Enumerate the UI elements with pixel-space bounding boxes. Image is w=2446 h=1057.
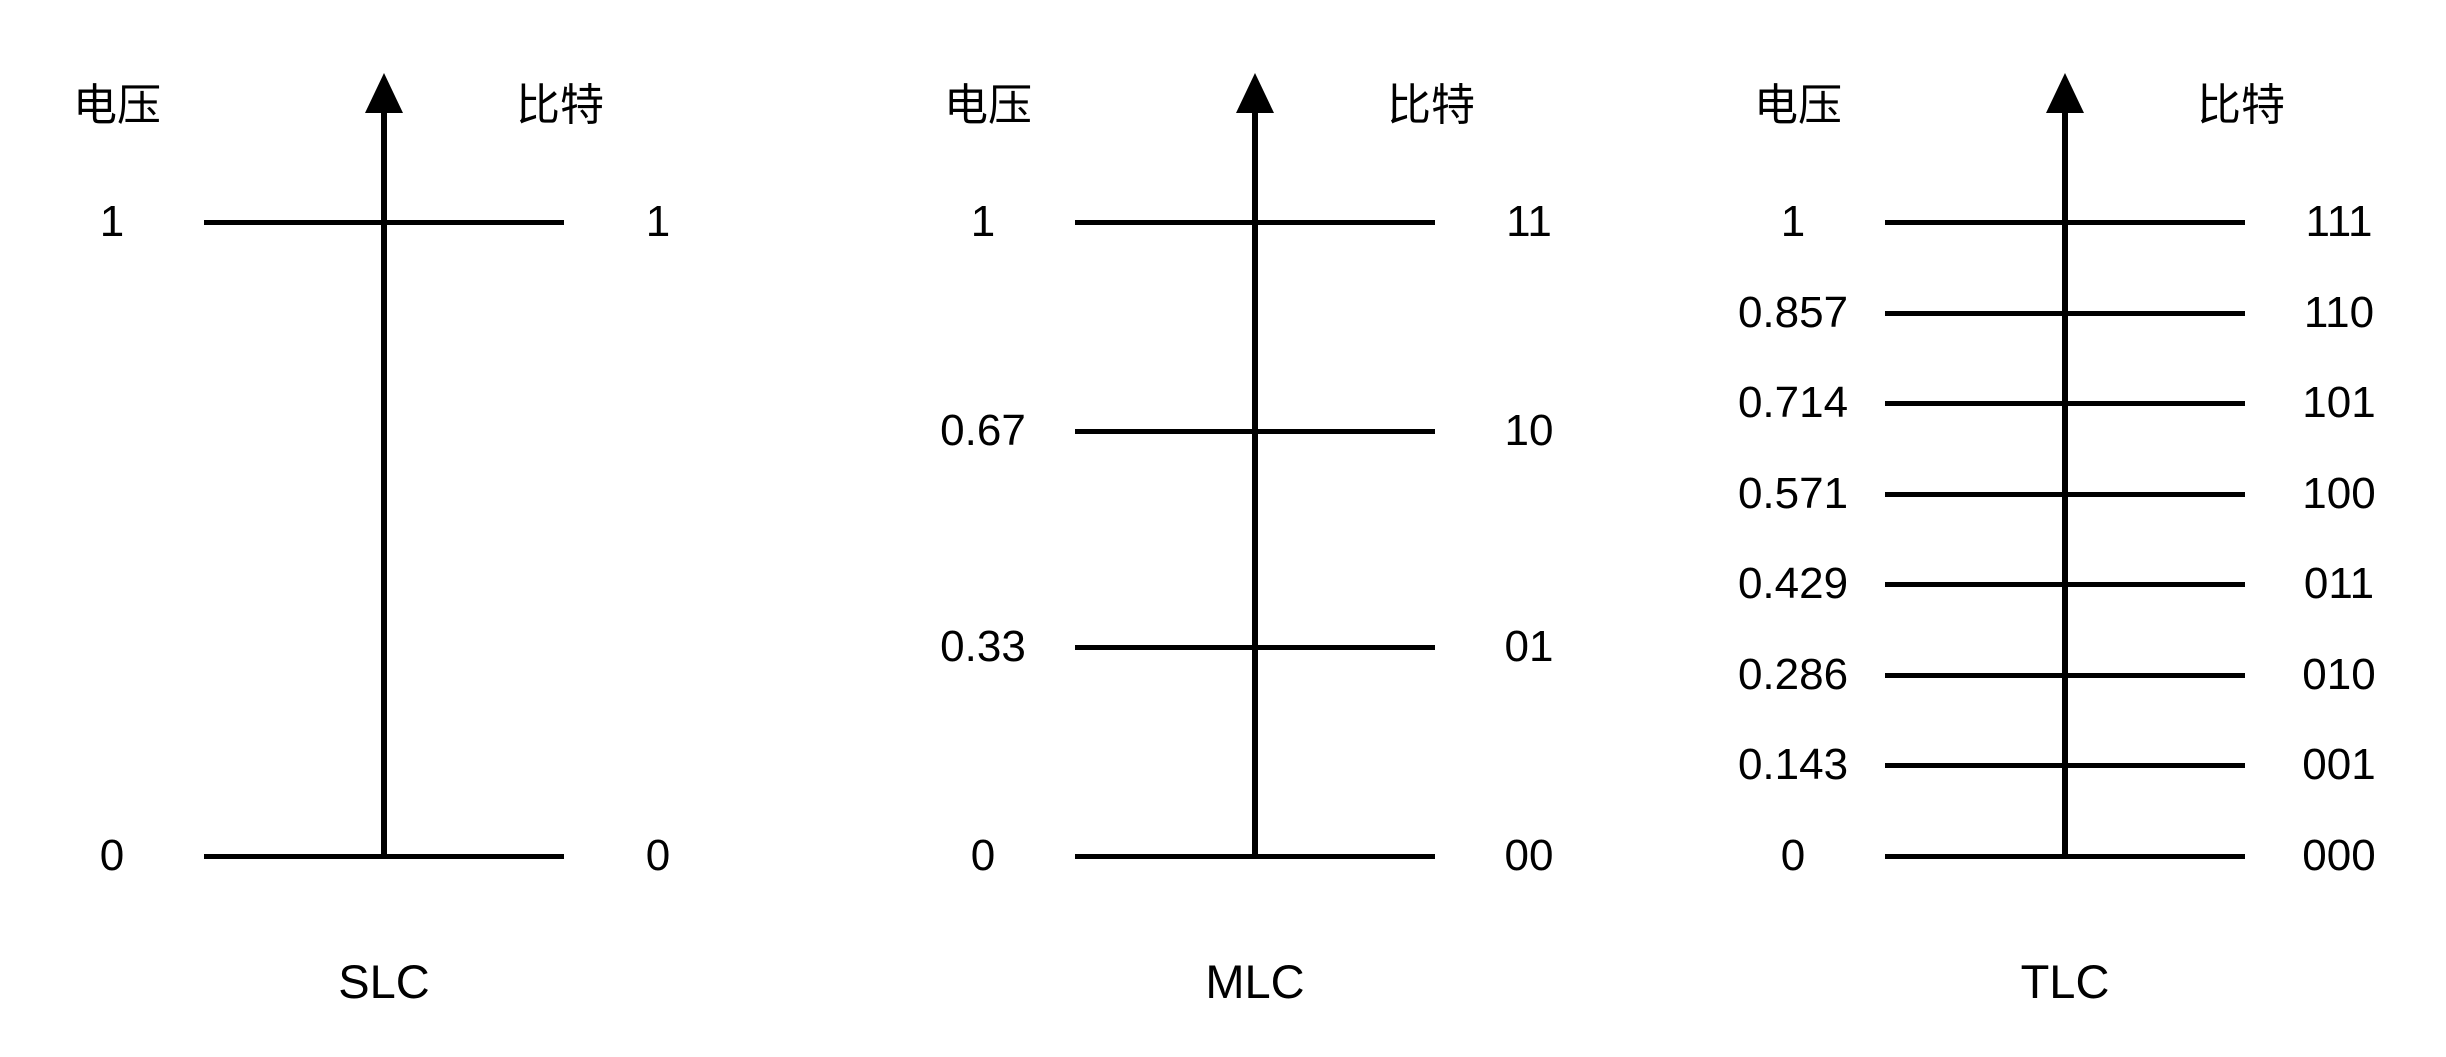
bits-value-label: 00 bbox=[1504, 831, 1554, 880]
bits-axis-label: 比特 bbox=[2197, 81, 2285, 130]
bits-value-label: 110 bbox=[2303, 288, 2375, 337]
voltage-value-label: 1 bbox=[1780, 197, 1806, 246]
voltage-value-label: 0.857 bbox=[1737, 288, 1849, 337]
panel-title: MLC bbox=[1205, 955, 1305, 1008]
voltage-value-label: 0.33 bbox=[940, 622, 1026, 671]
voltage-value-label: 0 bbox=[970, 831, 996, 880]
axis-arrowhead-icon bbox=[2046, 73, 2084, 113]
voltage-axis-line bbox=[1252, 108, 1258, 856]
bits-value-label: 1 bbox=[645, 197, 671, 246]
panel-slc: 电压 比特 1 1 0 0 SLC bbox=[0, 0, 774, 1057]
voltage-value-label: 0.429 bbox=[1737, 559, 1849, 608]
level-line bbox=[1075, 854, 1435, 859]
voltage-axis-line bbox=[381, 108, 387, 856]
axis-arrowhead-icon bbox=[365, 73, 403, 113]
level-line bbox=[1885, 582, 2245, 587]
bits-value-label: 000 bbox=[2302, 831, 2376, 880]
level-line bbox=[1885, 311, 2245, 316]
voltage-value-label: 1 bbox=[99, 197, 125, 246]
voltage-value-label: 0 bbox=[1780, 831, 1806, 880]
voltage-axis-label: 电压 bbox=[944, 81, 1032, 130]
level-line bbox=[1885, 673, 2245, 678]
panel-title: TLC bbox=[2020, 955, 2110, 1008]
voltage-value-label: 0.714 bbox=[1737, 378, 1849, 427]
level-line bbox=[1885, 763, 2245, 768]
level-line bbox=[1075, 645, 1435, 650]
level-line bbox=[1885, 401, 2245, 406]
level-line bbox=[1885, 854, 2245, 859]
voltage-value-label: 0.571 bbox=[1737, 469, 1849, 518]
bits-value-label: 001 bbox=[2302, 740, 2376, 789]
panel-tlc: 电压 比特 1 111 0.857 110 0.714 101 0.571 100 0.429 0… bbox=[1675, 0, 2446, 1057]
bits-value-label: 101 bbox=[2302, 378, 2376, 427]
level-line bbox=[204, 220, 564, 225]
level-line bbox=[1075, 429, 1435, 434]
bits-value-label: 111 bbox=[2305, 197, 2373, 246]
bits-value-label: 11 bbox=[1506, 197, 1552, 246]
voltage-axis-label: 电压 bbox=[1754, 81, 1842, 130]
axis-arrowhead-icon bbox=[1236, 73, 1274, 113]
bits-axis-label: 比特 bbox=[516, 81, 604, 130]
level-line bbox=[1075, 220, 1435, 225]
voltage-value-label: 0.67 bbox=[940, 406, 1026, 455]
bits-value-label: 01 bbox=[1504, 622, 1554, 671]
bits-axis-label: 比特 bbox=[1387, 81, 1475, 130]
voltage-axis-line bbox=[2062, 108, 2068, 856]
voltage-value-label: 0.286 bbox=[1737, 650, 1849, 699]
panel-title: SLC bbox=[338, 955, 430, 1008]
level-line bbox=[1885, 220, 2245, 225]
voltage-value-label: 0 bbox=[99, 831, 125, 880]
bits-value-label: 010 bbox=[2302, 650, 2376, 699]
bits-value-label: 10 bbox=[1504, 406, 1554, 455]
bits-value-label: 100 bbox=[2302, 469, 2376, 518]
level-line bbox=[1885, 492, 2245, 497]
bits-value-label: 011 bbox=[2303, 559, 2375, 608]
panel-mlc: 电压 比特 1 11 0.67 10 0.33 01 0 00 MLC bbox=[865, 0, 1645, 1057]
level-line bbox=[204, 854, 564, 859]
voltage-value-label: 1 bbox=[970, 197, 996, 246]
bits-value-label: 0 bbox=[645, 831, 671, 880]
voltage-value-label: 0.143 bbox=[1737, 740, 1849, 789]
voltage-axis-label: 电压 bbox=[73, 81, 161, 130]
